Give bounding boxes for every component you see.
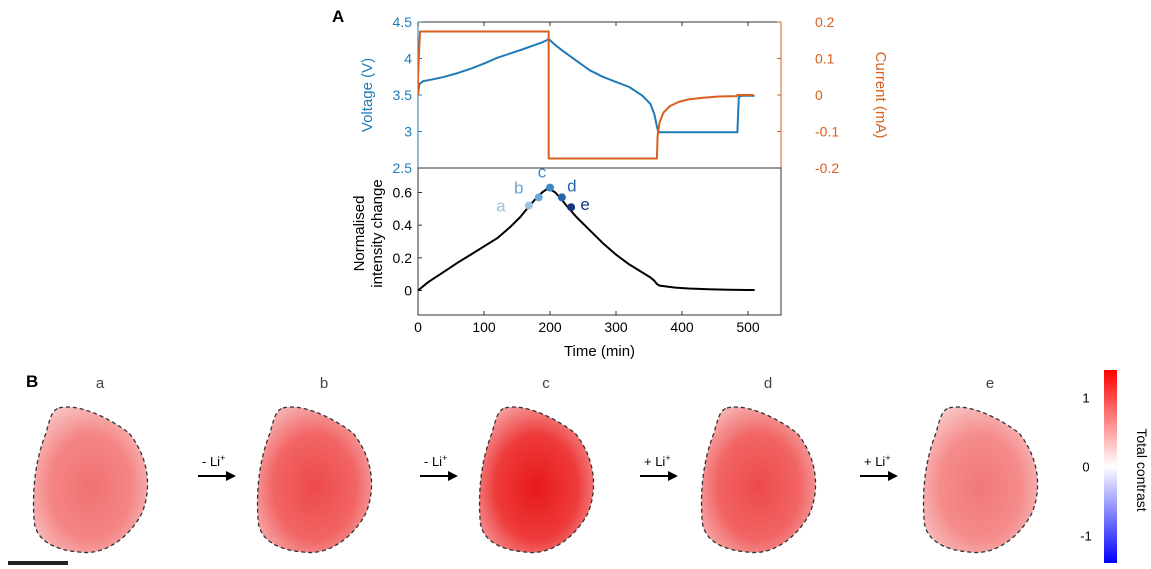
y-axis-label-line1: Normalised (351, 196, 368, 272)
plot-frame (417, 167, 782, 316)
colorbar-label: Total contrast (1134, 428, 1150, 511)
voltage-line (418, 37, 755, 134)
colorbar-tick-label: 0 (1082, 460, 1089, 475)
arrow-label-1: - Li+ (202, 453, 225, 469)
y-axis-label-right: Current (mA) (872, 52, 889, 139)
arrow-head (448, 471, 458, 481)
image-label-e: e (986, 375, 994, 392)
y-axis-label-line2: intensity change (369, 179, 386, 287)
intensity-chart: 0 0.2 0.4 0.6 0 100 200 300 400 500 Time (min) Norm… (351, 163, 782, 360)
point-label-a: a (496, 197, 506, 216)
voltage-current-chart: 2.5 3 3.5 4 4.5 -0.2 -0.1 0 0.1 0.2 Voltage (V) Cur… (359, 14, 889, 176)
particle-image-d (700, 406, 817, 554)
y-tick-label-right: -0.2 (815, 160, 839, 176)
arrow-1: - Li+ (198, 453, 236, 481)
point-label-b: b (514, 178, 523, 197)
point-b (534, 193, 543, 202)
particle-image-e (922, 406, 1039, 554)
y-tick-label-left: 4 (404, 51, 412, 67)
particle-image-a (32, 406, 149, 554)
image-label-a: a (96, 375, 105, 392)
y-tick-label: 0.4 (393, 217, 413, 233)
panel-label-a: A (332, 7, 344, 26)
y-tick-label-left: 2.5 (393, 160, 413, 176)
y-tick-label: 0 (404, 283, 412, 299)
point-c (546, 183, 554, 192)
arrow-head (668, 471, 678, 481)
arrow-head (888, 471, 898, 481)
current-line (418, 30, 754, 160)
arrow-label-2: - Li+ (424, 453, 447, 469)
point-a (524, 201, 533, 210)
point-label-d: d (567, 176, 576, 195)
y-tick-label-right: 0 (815, 87, 823, 103)
colorbar-tick-label: -1 (1080, 528, 1092, 543)
image-label-b: b (320, 375, 328, 392)
x-axis-label: Time (min) (564, 343, 635, 360)
arrow-2: - Li+ (420, 453, 458, 481)
y-tick-label: 0.6 (393, 185, 413, 201)
colorbar (1104, 370, 1117, 563)
image-sequence: a b c d e (32, 375, 1039, 554)
y-tick-label-right: 0.1 (815, 51, 835, 67)
arrow-3: + Li+ (640, 453, 678, 481)
x-tick-label: 100 (472, 319, 496, 335)
y-tick-label-left: 3.5 (393, 87, 413, 103)
point-label-c: c (538, 163, 547, 182)
y-axis-label-left: Voltage (V) (359, 58, 376, 132)
lithium-arrows: - Li+ - Li+ + Li+ + Li+ (198, 453, 898, 481)
image-label-c: c (542, 375, 550, 392)
y-tick-label: 0.2 (393, 250, 413, 266)
x-tick-label: 200 (538, 319, 562, 335)
arrow-4: + Li+ (860, 453, 898, 481)
y-tick-label-right: 0.2 (815, 14, 835, 30)
plot-area (418, 30, 755, 160)
arrow-label-4: + Li+ (864, 453, 891, 469)
scale-bar (8, 561, 68, 565)
particle-image-c (478, 406, 595, 554)
x-tick-label: 300 (604, 319, 628, 335)
x-tick-label: 400 (670, 319, 694, 335)
point-label-e: e (580, 195, 589, 214)
intensity-line (418, 188, 755, 292)
y-tick-label-right: -0.1 (815, 124, 839, 140)
point-d (557, 193, 566, 202)
point-e (567, 203, 576, 212)
x-tick-label: 500 (736, 319, 760, 335)
plot-area (418, 188, 755, 292)
arrow-label-3: + Li+ (644, 453, 671, 469)
particle-image-b (256, 406, 373, 554)
image-label-d: d (764, 375, 772, 392)
y-tick-label-left: 3 (404, 124, 412, 140)
panel-label-b: B (26, 372, 38, 391)
y-tick-label-left: 4.5 (393, 14, 413, 30)
colorbar-tick-label: 1 (1082, 391, 1089, 406)
arrow-head (226, 471, 236, 481)
x-tick-label: 0 (414, 319, 422, 335)
colorbar-ticks: 1 0 -1 (1080, 391, 1092, 544)
